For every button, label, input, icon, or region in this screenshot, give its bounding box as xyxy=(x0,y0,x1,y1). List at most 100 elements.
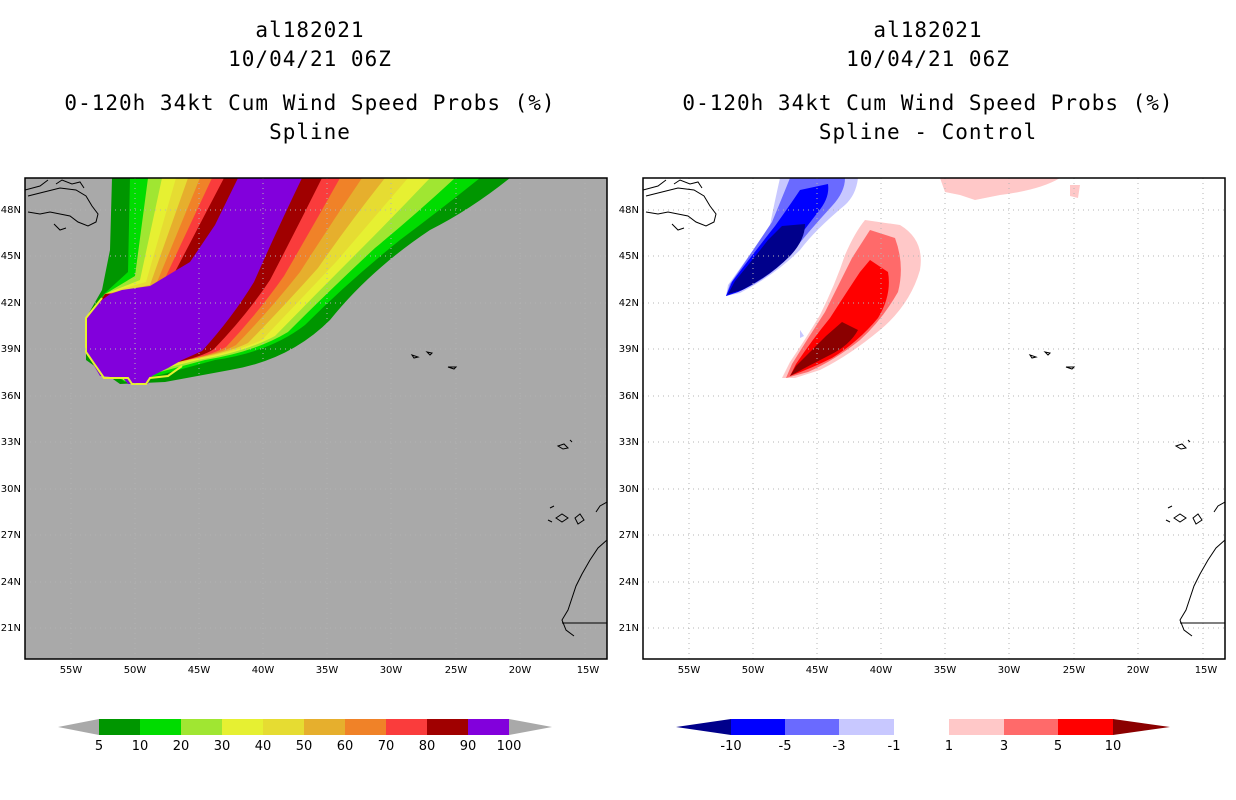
newfoundland-coast xyxy=(25,179,99,231)
colorbar-label: 80 xyxy=(419,739,436,754)
lon-label: 30W xyxy=(380,665,403,676)
lon-label: 35W xyxy=(934,665,957,676)
probability-contours xyxy=(85,178,510,385)
lat-label: 48N xyxy=(619,205,639,216)
pos-small-patch xyxy=(800,330,804,338)
colorbar-box xyxy=(785,719,839,735)
gridlines xyxy=(643,178,1225,659)
lat-label: 30N xyxy=(1,484,21,495)
colorbar-label: 60 xyxy=(337,739,354,754)
prob-edge-outline xyxy=(85,297,183,385)
colorbar-label: 20 xyxy=(173,739,190,754)
lon-label: 50W xyxy=(742,665,765,676)
right-panel-title: al182021 10/04/21 06Z 0-120h 34kt Cum Wi… xyxy=(628,16,1228,147)
colorbar-box xyxy=(140,719,181,735)
colorbar-box xyxy=(731,719,785,735)
colorbar-box xyxy=(894,719,949,735)
lat-label: 36N xyxy=(619,391,639,402)
lon-label: 45W xyxy=(806,665,829,676)
colorbar-label: 5 xyxy=(1054,739,1062,754)
colorbar-box xyxy=(181,719,222,735)
pos-band-north xyxy=(940,178,1080,200)
method-label: Spline xyxy=(269,120,351,144)
azores-islands xyxy=(1028,351,1076,370)
lon-label: 50W xyxy=(124,665,147,676)
colorbar-label: 50 xyxy=(296,739,313,754)
canary-islands xyxy=(1165,501,1225,525)
lon-label: 15W xyxy=(577,665,600,676)
colorbar-box xyxy=(949,719,1004,735)
colorbar-label: -10 xyxy=(720,739,741,754)
lat-label: 33N xyxy=(1,437,21,448)
product-title: 0-120h 34kt Cum Wind Speed Probs (%) xyxy=(64,91,556,115)
pos-band-5 xyxy=(790,260,889,376)
colorbar-label: 100 xyxy=(497,739,522,754)
latitude-labels: 48N 45N 42N 39N 36N 33N 30N 27N 24N 21N xyxy=(619,205,639,634)
lat-label: 48N xyxy=(1,205,21,216)
lat-label: 27N xyxy=(1,530,21,541)
lon-label: 40W xyxy=(252,665,275,676)
madeira-islands xyxy=(1174,439,1191,450)
lat-label: 21N xyxy=(1,623,21,634)
lat-label: 45N xyxy=(619,251,639,262)
lon-label: 30W xyxy=(998,665,1021,676)
longitude-labels: 55W 50W 45W 40W 35W 30W 25W 20W 15W xyxy=(678,665,1218,676)
map-frame xyxy=(24,177,608,660)
colorbar-under-arrow xyxy=(58,719,99,735)
lat-label: 39N xyxy=(1,344,21,355)
colorbar-label: 10 xyxy=(132,739,149,754)
lon-label: 25W xyxy=(1063,665,1086,676)
colorbar-box xyxy=(427,719,468,735)
colorbar-box xyxy=(1058,719,1113,735)
azores-islands xyxy=(410,351,458,370)
canary-islands xyxy=(547,501,607,525)
colorbar-label: 40 xyxy=(255,739,272,754)
colorbar-box xyxy=(386,719,427,735)
coastlines xyxy=(25,179,607,637)
lon-label: 55W xyxy=(60,665,83,676)
lat-label: 27N xyxy=(619,530,639,541)
colorbar-label: 1 xyxy=(945,739,953,754)
lon-label: 45W xyxy=(188,665,211,676)
left-panel-title: al182021 10/04/21 06Z 0-120h 34kt Cum Wi… xyxy=(10,16,610,147)
colorbar-label: 90 xyxy=(460,739,477,754)
gridlines xyxy=(25,178,607,659)
storm-id: al182021 xyxy=(873,18,983,42)
difference-contours xyxy=(726,178,1080,378)
lat-label: 42N xyxy=(619,298,639,309)
lat-label: 39N xyxy=(619,344,639,355)
colorbar-over-arrow xyxy=(1113,719,1170,735)
colorbar-label: 70 xyxy=(378,739,395,754)
colorbar-over-arrow xyxy=(509,719,552,735)
lat-label: 24N xyxy=(619,577,639,588)
lat-label: 30N xyxy=(619,484,639,495)
left-probability-map: 48N 45N 42N 39N 36N 33N 30N 27N 24N 21N … xyxy=(1,177,608,754)
forecast-time: 10/04/21 06Z xyxy=(228,47,392,71)
africa-coast xyxy=(1179,539,1225,637)
colorbar-under-arrow xyxy=(676,719,731,735)
storm-id: al182021 xyxy=(255,18,365,42)
colorbar-label: -5 xyxy=(779,739,792,754)
neg-band-10 xyxy=(728,224,805,294)
difference-colorbar: -10 -5 -3 -1 1 3 5 10 xyxy=(676,719,1170,754)
lat-label: 24N xyxy=(1,577,21,588)
lat-label: 42N xyxy=(1,298,21,309)
colorbar-box xyxy=(345,719,386,735)
coastlines xyxy=(643,179,1225,637)
lon-label: 55W xyxy=(678,665,701,676)
lat-label: 33N xyxy=(619,437,639,448)
colorbar-box xyxy=(222,719,263,735)
colorbar-box xyxy=(1004,719,1058,735)
africa-coast xyxy=(561,539,607,637)
lon-label: 40W xyxy=(870,665,893,676)
lat-label: 45N xyxy=(1,251,21,262)
map-background xyxy=(643,178,1225,659)
colorbar-label: -1 xyxy=(888,739,901,754)
colorbar-label: -3 xyxy=(833,739,846,754)
lat-label: 36N xyxy=(1,391,21,402)
colorbar-box xyxy=(99,719,140,735)
map-frame xyxy=(642,177,1226,660)
lon-label: 15W xyxy=(1195,665,1218,676)
colorbar-label: 3 xyxy=(1000,739,1008,754)
latitude-labels: 48N 45N 42N 39N 36N 33N 30N 27N 24N 21N xyxy=(1,205,21,634)
